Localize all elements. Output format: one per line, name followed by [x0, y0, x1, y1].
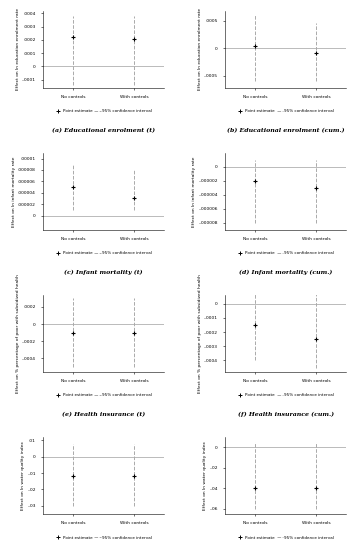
Legend: Point estimate, 95% confidence interval: Point estimate, 95% confidence interval: [55, 536, 152, 539]
Y-axis label: Effect on ln education enrolment rate: Effect on ln education enrolment rate: [16, 8, 20, 90]
Text: (a) Educational enrolment (t): (a) Educational enrolment (t): [52, 128, 155, 133]
Y-axis label: Effect on % percentage of poor with subsidized health: Effect on % percentage of poor with subs…: [198, 274, 202, 393]
Legend: Point estimate, 95% confidence interval: Point estimate, 95% confidence interval: [55, 393, 152, 398]
Text: (d) Infant mortality (cum.): (d) Infant mortality (cum.): [239, 269, 332, 275]
Legend: Point estimate, 95% confidence interval: Point estimate, 95% confidence interval: [55, 252, 152, 255]
Legend: Point estimate, 95% confidence interval: Point estimate, 95% confidence interval: [237, 109, 334, 113]
Legend: Point estimate, 95% confidence interval: Point estimate, 95% confidence interval: [55, 109, 152, 113]
Text: (e) Health insurance (t): (e) Health insurance (t): [62, 412, 145, 417]
Y-axis label: Effect on ln water quality index: Effect on ln water quality index: [203, 441, 207, 510]
Text: (b) Educational enrolment (cum.): (b) Educational enrolment (cum.): [227, 128, 345, 133]
Y-axis label: Effect on ln education enrolment rate: Effect on ln education enrolment rate: [198, 8, 202, 90]
Text: (f) Health insurance (cum.): (f) Health insurance (cum.): [237, 412, 334, 417]
Y-axis label: Effect on ln infant mortality rate: Effect on ln infant mortality rate: [192, 156, 196, 227]
Legend: Point estimate, 95% confidence interval: Point estimate, 95% confidence interval: [237, 252, 334, 255]
Legend: Point estimate, 95% confidence interval: Point estimate, 95% confidence interval: [237, 393, 334, 398]
Y-axis label: Effect on ln water quality index: Effect on ln water quality index: [21, 441, 25, 510]
Y-axis label: Effect on % percentage of poor with subsidized health: Effect on % percentage of poor with subs…: [16, 274, 20, 393]
Text: (c) Infant mortality (t): (c) Infant mortality (t): [64, 269, 143, 275]
Y-axis label: Effect on ln infant mortality rate: Effect on ln infant mortality rate: [12, 156, 16, 227]
Legend: Point estimate, 95% confidence interval: Point estimate, 95% confidence interval: [237, 536, 334, 539]
